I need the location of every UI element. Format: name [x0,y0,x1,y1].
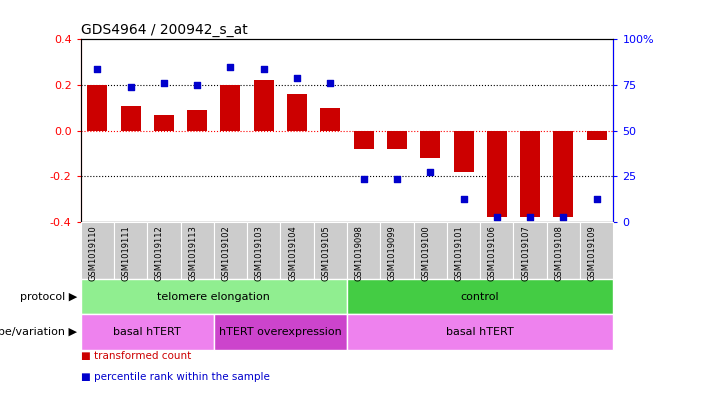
Text: GSM1019112: GSM1019112 [155,225,164,281]
Point [425,169,436,175]
Point [591,196,602,202]
Text: GSM1019113: GSM1019113 [188,225,197,281]
Text: GSM1019109: GSM1019109 [587,225,597,281]
Bar [421,130,440,158]
Text: protocol ▶: protocol ▶ [20,292,77,302]
Text: basal hTERT: basal hTERT [114,327,181,337]
Bar [121,106,140,130]
Bar [486,130,507,217]
Text: GSM1019110: GSM1019110 [88,225,97,281]
Text: GSM1019099: GSM1019099 [388,225,397,281]
Bar [221,85,240,130]
Point [458,196,469,202]
Text: GSM1019105: GSM1019105 [321,225,330,281]
Bar [554,130,573,217]
Point [191,82,203,88]
Point [558,214,569,220]
Text: genotype/variation ▶: genotype/variation ▶ [0,327,77,337]
Text: ■ percentile rank within the sample: ■ percentile rank within the sample [81,372,269,382]
Point [125,84,136,90]
Text: GSM1019101: GSM1019101 [454,225,463,281]
Bar [287,94,307,130]
Point [358,176,369,182]
Bar [88,85,107,130]
Bar [254,81,273,130]
Text: GSM1019107: GSM1019107 [521,225,530,281]
Text: GSM1019111: GSM1019111 [121,225,130,281]
Text: GSM1019106: GSM1019106 [488,225,497,281]
Text: GSM1019100: GSM1019100 [421,225,430,281]
Text: hTERT overexpression: hTERT overexpression [219,327,342,337]
Bar [387,130,407,149]
Point [391,176,402,182]
Bar [354,130,374,149]
Text: GSM1019098: GSM1019098 [355,225,364,281]
Bar [154,115,174,130]
Bar [320,108,341,130]
Bar [520,130,540,217]
Text: telomere elongation: telomere elongation [157,292,271,302]
Point [524,214,536,220]
Point [258,66,269,72]
Bar [454,130,474,172]
Text: ■ transformed count: ■ transformed count [81,351,191,361]
Point [325,79,336,86]
Bar [587,130,606,140]
Text: GSM1019102: GSM1019102 [222,225,231,281]
Text: GSM1019104: GSM1019104 [288,225,297,281]
Text: GDS4964 / 200942_s_at: GDS4964 / 200942_s_at [81,23,247,37]
Text: GSM1019108: GSM1019108 [554,225,564,281]
Bar [187,110,207,130]
Point [225,64,236,70]
Text: GSM1019103: GSM1019103 [254,225,264,281]
Point [158,79,170,86]
Text: control: control [461,292,500,302]
Point [491,214,503,220]
Point [292,75,303,81]
Point [92,66,103,72]
Text: basal hTERT: basal hTERT [447,327,514,337]
